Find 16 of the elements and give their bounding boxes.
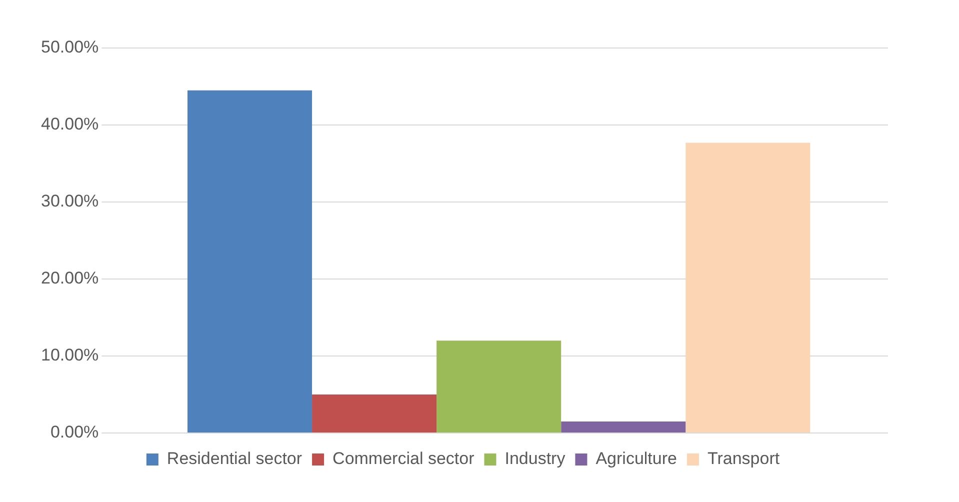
legend-label: Agriculture	[596, 449, 677, 468]
bar	[187, 90, 312, 432]
bar	[686, 142, 810, 432]
y-tick-label: 50.00%	[40, 38, 99, 57]
legend-label: Transport	[707, 449, 780, 468]
legend-label: Residential sector	[166, 449, 302, 468]
bar	[312, 394, 437, 432]
legend-label: Commercial sector	[332, 449, 475, 468]
bar	[436, 340, 562, 432]
y-tick-label: 40.00%	[40, 114, 99, 134]
y-tick-label: 30.00%	[40, 192, 99, 211]
y-tick-label: 0.00%	[50, 422, 99, 442]
y-tick-label: 20.00%	[40, 268, 99, 288]
bar	[561, 421, 686, 432]
y-tick-label: 10.00%	[40, 346, 99, 365]
legend-label: Industry	[504, 449, 566, 468]
